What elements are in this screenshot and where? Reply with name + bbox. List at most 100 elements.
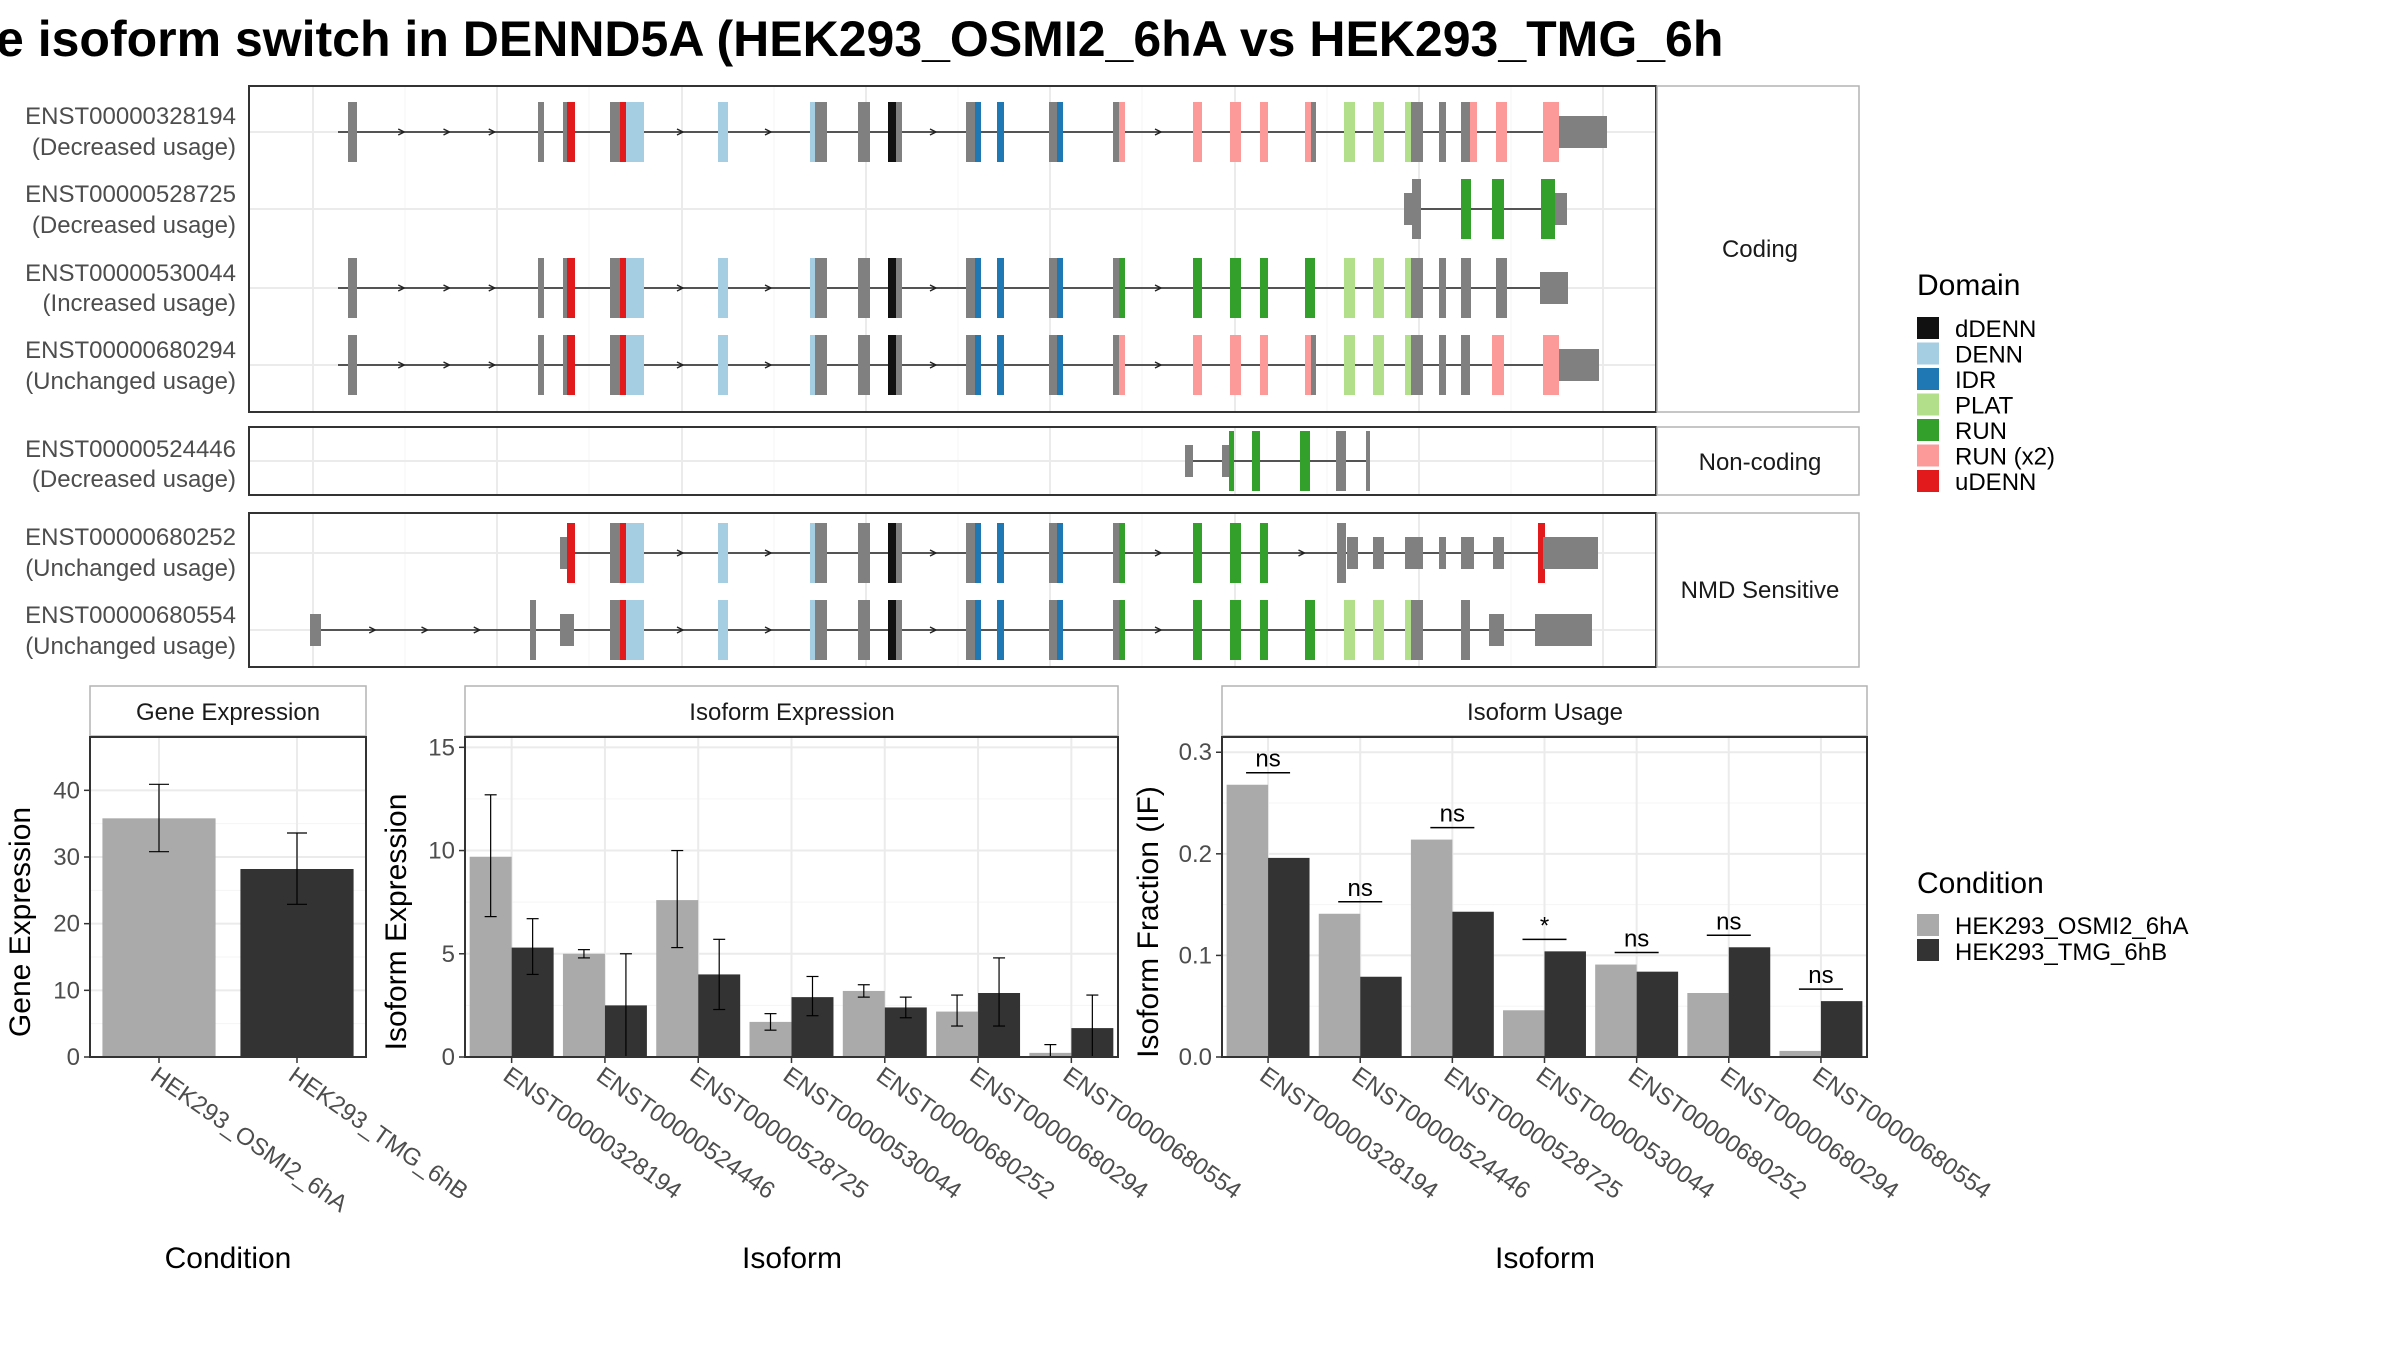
bar [1636, 971, 1679, 1057]
domain-segment [810, 600, 815, 660]
domain-segment [1543, 335, 1559, 395]
intron-arrow [764, 284, 773, 292]
exon [896, 523, 902, 583]
domain-segment [1119, 258, 1125, 318]
y-tick-label: 30 [53, 844, 80, 871]
domain-segment [1057, 102, 1063, 162]
exon [1439, 335, 1446, 395]
domain-segment [1260, 335, 1268, 395]
bar [1360, 976, 1402, 1057]
x-axis-title: Isoform [1495, 1242, 1595, 1275]
exon [1337, 523, 1346, 583]
exon [896, 335, 902, 395]
legend-swatch-run [1917, 419, 1939, 441]
bar [1410, 839, 1453, 1057]
intron-arrow [421, 626, 430, 634]
domain-segment [1193, 258, 1202, 318]
exon [1412, 179, 1421, 239]
domain-segment [1057, 335, 1063, 395]
legend-swatch-cond2 [1917, 939, 1939, 961]
bar [1268, 857, 1310, 1057]
domain-segment [997, 102, 1004, 162]
significance-label: ns [1716, 908, 1741, 935]
exon [1439, 258, 1446, 318]
intron-arrow [764, 549, 773, 557]
exon [1559, 116, 1607, 148]
domain-segment [626, 335, 631, 395]
bar [1544, 951, 1586, 1057]
exon [1113, 335, 1119, 395]
bar [1687, 993, 1729, 1057]
domain-segment [888, 102, 896, 162]
domain-segment [626, 600, 631, 660]
legend-label-denn: DENN [1955, 342, 2023, 369]
exon [1366, 431, 1370, 491]
exon [858, 523, 870, 583]
intron-arrow [1154, 128, 1163, 136]
domain-segment [1344, 600, 1355, 660]
domain-segment [1057, 600, 1063, 660]
intron-arrow [488, 128, 497, 136]
y-tick-label: 10 [428, 838, 455, 865]
legend-label-plat: PLAT [1955, 393, 2014, 420]
legend-swatch-idr [1917, 368, 1939, 390]
bar [1820, 1001, 1863, 1057]
intron-arrow [488, 284, 497, 292]
exon [610, 258, 620, 318]
exon [1461, 335, 1470, 395]
exon [815, 258, 827, 318]
domain-segment [626, 258, 631, 318]
transcript-usage: (Unchanged usage) [25, 555, 236, 582]
domain-segment [1344, 258, 1355, 318]
legend-label-ddenn: dDENN [1955, 316, 2036, 343]
significance-label: ns [1255, 746, 1280, 773]
significance-label: ns [1348, 875, 1373, 902]
domain-segment [1193, 335, 1202, 395]
domain-segment [1119, 335, 1125, 395]
intron-arrow [929, 549, 938, 557]
domain-segment [1230, 523, 1241, 583]
domain-segment [888, 258, 896, 318]
transcript-usage: (Decreased usage) [32, 212, 236, 239]
isoform-expression-chart: Isoform Expression 051015ENST00000328194… [380, 685, 1246, 1275]
domain-segment [1492, 335, 1504, 395]
exon [858, 335, 870, 395]
domain-segment [631, 335, 644, 395]
intron-arrow [488, 361, 497, 369]
exon [1185, 445, 1193, 477]
domain-segment [631, 258, 644, 318]
exon [1404, 193, 1415, 225]
domain-segment [1057, 523, 1063, 583]
domain-segment [1260, 258, 1268, 318]
plot-border [1221, 736, 1868, 1058]
domain-segment [631, 600, 644, 660]
domain-segment [888, 523, 896, 583]
isoform-usage-chart: Isoform Usage 0.00.10.20.3 nsENST00000328… [1132, 685, 1996, 1275]
exon [563, 102, 569, 162]
intron-arrow [764, 361, 773, 369]
panel-title: Gene Expression [136, 699, 320, 726]
exon [966, 258, 975, 318]
intron-arrow [676, 626, 685, 634]
exon [1049, 335, 1057, 395]
exon [1405, 537, 1423, 569]
intron-arrow [929, 284, 938, 292]
domain-segment [810, 258, 815, 318]
x-axis-title: Isoform [742, 1242, 842, 1275]
domain-segment [1373, 258, 1384, 318]
transcript-id: ENST00000328194 [25, 103, 236, 130]
domain-segment [631, 102, 644, 162]
domain-segment [626, 523, 631, 583]
group-label-coding: Coding [1722, 236, 1798, 263]
domain-segment [975, 600, 981, 660]
domain-segment [718, 102, 728, 162]
domain-segment [975, 102, 981, 162]
exon [1493, 537, 1504, 569]
intron-arrow [929, 128, 938, 136]
legend-swatch-ddenn [1917, 317, 1939, 339]
legend-label-cond2: HEK293_TMG_6hB [1955, 939, 2167, 966]
domain-segment [1300, 431, 1310, 491]
domain-segment [888, 335, 896, 395]
exon [858, 600, 870, 660]
